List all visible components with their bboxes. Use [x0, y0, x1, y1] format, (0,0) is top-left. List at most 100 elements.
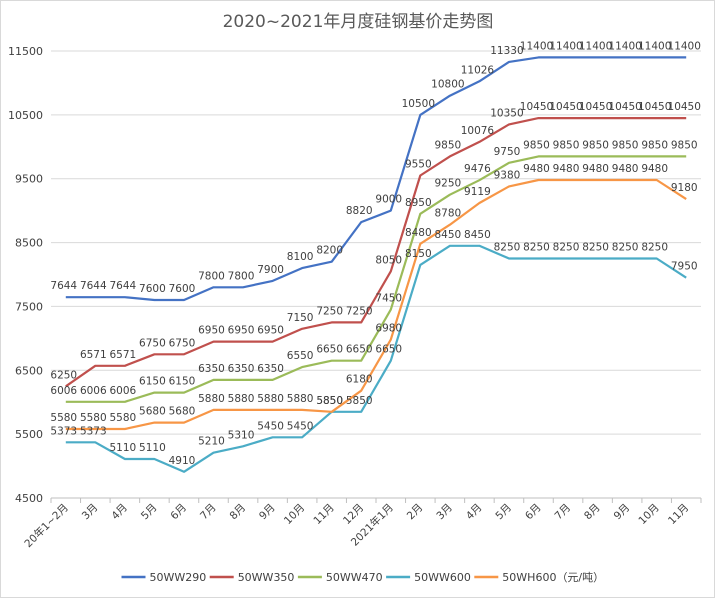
data-label: 11400 [668, 40, 701, 52]
x-tick-label: 5月 [139, 502, 160, 523]
data-label: 7950 [671, 261, 698, 273]
x-tick-label: 8月 [228, 502, 249, 523]
y-tick-label: 11500 [8, 45, 43, 58]
chart-title: 2020~2021年月度硅钢基价走势图 [223, 12, 494, 32]
data-label: 6350 [198, 363, 225, 375]
data-label: 8820 [346, 205, 373, 217]
data-label: 9480 [523, 163, 550, 175]
y-tick-label: 5500 [15, 428, 43, 441]
data-label: 10450 [549, 101, 582, 113]
data-label: 7644 [109, 280, 136, 292]
data-label: 8250 [641, 242, 668, 254]
data-label: 8450 [464, 229, 491, 241]
data-label: 6650 [316, 344, 343, 356]
y-tick-label: 6500 [15, 364, 43, 377]
data-label: 9850 [671, 139, 698, 151]
data-label: 6650 [375, 344, 402, 356]
data-label: 8200 [316, 245, 343, 257]
data-label: 10450 [579, 101, 612, 113]
data-label: 5880 [198, 393, 225, 405]
x-tick-label: 8月 [582, 502, 603, 523]
data-label: 5850 [316, 395, 343, 407]
data-label: 6571 [109, 349, 136, 361]
data-label: 6150 [169, 376, 196, 388]
data-label: 5880 [228, 393, 255, 405]
data-label: 9180 [671, 182, 698, 194]
data-label: 9476 [464, 163, 491, 175]
data-label: 5373 [50, 425, 77, 437]
data-label: 6650 [346, 344, 373, 356]
data-label: 8250 [523, 242, 550, 254]
data-label: 9850 [523, 139, 550, 151]
x-tick-label: 11月 [311, 502, 336, 527]
data-label: 9119 [464, 186, 491, 198]
y-tick-label: 8500 [15, 237, 43, 250]
data-label: 7800 [228, 270, 255, 282]
y-tick-label: 9500 [15, 173, 43, 186]
data-label: 10450 [608, 101, 641, 113]
data-label: 9750 [494, 146, 521, 158]
data-label: 9480 [582, 163, 609, 175]
legend-label: 50WW350 [238, 571, 295, 584]
data-label: 5450 [287, 420, 314, 432]
data-label: 8950 [405, 197, 432, 209]
data-label: 11400 [608, 40, 641, 52]
x-tick-label: 5月 [493, 502, 514, 523]
data-label: 5450 [257, 420, 284, 432]
data-label: 8450 [434, 229, 461, 241]
x-tick-label: 2月 [405, 502, 426, 523]
data-label: 8250 [582, 242, 609, 254]
legend-label: 50WW470 [326, 571, 383, 584]
series-line-4 [65, 244, 687, 473]
x-tick-label: 3月 [434, 502, 455, 523]
data-label: 7150 [287, 312, 314, 324]
data-label: 6150 [139, 376, 166, 388]
series-line-2 [65, 116, 687, 388]
data-label: 7800 [198, 270, 225, 282]
data-label: 11400 [549, 40, 582, 52]
data-label: 6006 [80, 385, 107, 397]
data-label: 5680 [139, 406, 166, 418]
data-label: 6950 [228, 325, 255, 337]
data-label: 6550 [287, 350, 314, 362]
data-label: 8100 [287, 251, 314, 263]
series-layer [65, 56, 687, 473]
series-line-5 [65, 178, 687, 431]
data-label: 6980 [375, 323, 402, 335]
grid-layer [51, 50, 701, 435]
x-tick-label: 4月 [109, 502, 130, 523]
data-label: 11400 [579, 40, 612, 52]
data-label: 5850 [316, 395, 343, 407]
y-tick-label: 10500 [8, 109, 43, 122]
data-label: 9480 [641, 163, 668, 175]
data-label: 10800 [431, 79, 464, 91]
data-label: 6006 [109, 385, 136, 397]
series-line-1 [65, 56, 687, 302]
data-label: 6180 [346, 374, 373, 386]
data-label: 5580 [109, 412, 136, 424]
data-label: 10450 [638, 101, 671, 113]
data-label: 7644 [50, 280, 77, 292]
data-label: 5880 [257, 393, 284, 405]
x-tick-label: 6月 [523, 502, 544, 523]
data-label: 6750 [139, 337, 166, 349]
legend: 50WW290 50WW350 50WW470 50WW600 50WH600（元/吨） [121, 571, 604, 584]
data-label: 9380 [494, 169, 521, 181]
data-label: 5310 [228, 429, 255, 441]
data-label: 10076 [461, 125, 495, 137]
data-label: 6350 [228, 363, 255, 375]
x-tick-label: 12月 [341, 502, 366, 527]
data-label: 6350 [257, 363, 284, 375]
data-label: 9850 [641, 139, 668, 151]
data-label: 8780 [434, 208, 461, 220]
x-tick-label: 20年1~2月 [22, 501, 71, 550]
data-label: 7644 [80, 280, 107, 292]
data-label: 5850 [346, 395, 373, 407]
data-label: 11026 [461, 64, 495, 76]
data-label: 11400 [520, 40, 553, 52]
data-label: 7250 [346, 305, 373, 317]
data-label: 9250 [434, 178, 461, 190]
